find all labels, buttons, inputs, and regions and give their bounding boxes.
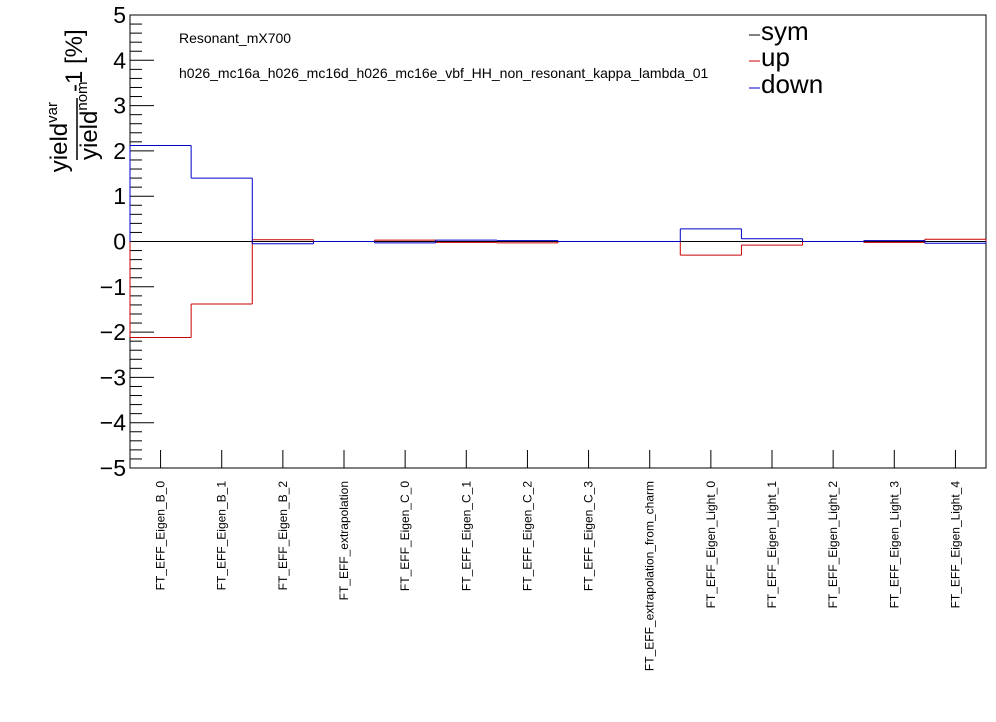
- x-tick-label: FT_EFF_extrapolation_from_charm: [643, 481, 657, 671]
- annotation-dataset: h026_mc16a_h026_mc16d_h026_mc16e_vbf_HH_…: [179, 65, 709, 81]
- y-tick-label: 2: [113, 138, 126, 164]
- legend-label-up: up: [761, 42, 790, 72]
- series-down: [130, 144, 987, 245]
- y-tick-label: −1: [100, 274, 126, 300]
- x-tick-label: FT_EFF_Eigen_C_1: [459, 481, 473, 591]
- y-tick-label: 0: [113, 229, 126, 255]
- x-tick-label: FT_EFF_Eigen_B_2: [276, 481, 290, 591]
- y-title-numerator: yieldvar: [44, 102, 73, 172]
- annotation-sample: Resonant_mX700: [179, 30, 291, 46]
- y-axis: 5 4 3 2 1 0 −1 −2 −3 −4 −5: [100, 2, 154, 481]
- y-tick-label: 5: [113, 2, 126, 28]
- legend-label-down: down: [761, 69, 823, 99]
- x-tick-label: FT_EFF_Eigen_B_1: [215, 481, 229, 591]
- y-tick-label: −5: [100, 455, 126, 481]
- y-tick-label: −2: [100, 319, 126, 345]
- y-title-suffix: -1 [%]: [61, 29, 88, 92]
- x-tick-label: FT_EFF_Eigen_Light_0: [704, 481, 718, 609]
- x-tick-label: FT_EFF_Eigen_Light_1: [765, 481, 779, 609]
- y-tick-label: −3: [100, 364, 126, 390]
- x-tick-label: FT_EFF_Eigen_C_2: [520, 481, 534, 591]
- y-tick-label: 1: [113, 183, 126, 209]
- y-axis-title: yieldvar yieldnom -1 [%]: [44, 29, 103, 172]
- x-tick-label: FT_EFF_Eigen_C_3: [582, 481, 596, 591]
- x-tick-label: FT_EFF_Eigen_Light_3: [887, 481, 901, 609]
- x-tick-label: FT_EFF_Eigen_Light_4: [948, 481, 962, 609]
- legend-label-sym: sym: [761, 16, 809, 46]
- y-title-denominator: yieldnom: [74, 81, 103, 160]
- x-tick-label: FT_EFF_Eigen_C_0: [398, 481, 412, 591]
- series-up: [130, 238, 987, 339]
- x-tick-label: FT_EFF_Eigen_B_0: [154, 481, 168, 591]
- series-layer: [129, 144, 987, 339]
- y-tick-label: 3: [113, 93, 126, 119]
- x-tick-label: FT_EFF_Eigen_Light_2: [826, 481, 840, 609]
- y-tick-label: 4: [113, 47, 126, 73]
- y-tick-label: −4: [100, 410, 126, 436]
- x-axis: FT_EFF_Eigen_B_0 FT_EFF_Eigen_B_1 FT_EFF_E…: [154, 450, 962, 671]
- legend: sym up down: [749, 16, 823, 99]
- x-tick-label: FT_EFF_extrapolation: [337, 481, 351, 600]
